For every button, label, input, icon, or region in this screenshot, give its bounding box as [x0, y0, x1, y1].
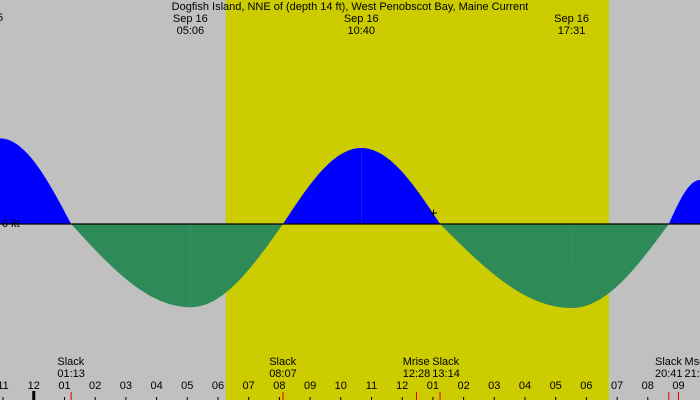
- x-tick-label: 09: [304, 380, 316, 392]
- chart-title: Dogfish Island, NNE of (depth 14 ft), We…: [172, 1, 529, 13]
- x-tick-label: 02: [89, 380, 101, 392]
- event-name: Slack: [655, 356, 682, 368]
- event-time: 20:41: [655, 368, 683, 380]
- x-tick-label: 10: [335, 380, 347, 392]
- event-name: Slack: [57, 356, 84, 368]
- max-time: 05:06: [177, 25, 205, 37]
- event-name: Slack: [269, 356, 296, 368]
- event-time: 12:28: [403, 368, 431, 380]
- x-tick-label: 09: [672, 380, 684, 392]
- x-tick-label: 11: [366, 380, 377, 392]
- x-tick-label: 08: [273, 380, 285, 392]
- x-tick-label: 03: [488, 380, 500, 392]
- x-tick-label: 03: [120, 380, 132, 392]
- x-tick-label: 05: [550, 380, 562, 392]
- x-tick-label: 06: [580, 380, 592, 392]
- x-tick-label: 02: [457, 380, 469, 392]
- marker: [430, 209, 437, 217]
- current-area: [440, 224, 572, 308]
- max-date: Sep 16: [554, 13, 589, 25]
- x-tick-label: 05: [181, 380, 193, 392]
- event-time: 08:07: [269, 368, 297, 380]
- x-tick-label: 01: [58, 380, 70, 392]
- current-area: [282, 148, 362, 224]
- x-tick-label: 07: [243, 380, 255, 392]
- x-tick-label: 04: [519, 380, 531, 392]
- current-area: [571, 224, 669, 308]
- current-area: [71, 224, 191, 308]
- x-tick-label: 12: [396, 380, 408, 392]
- event-name: Mse: [685, 356, 700, 368]
- x-tick-label: 07: [611, 380, 623, 392]
- x-tick-label: 12: [28, 380, 40, 392]
- x-tick-label: 08: [642, 380, 654, 392]
- y-tick-label: 0 kt: [2, 218, 20, 230]
- current-area: [668, 180, 700, 224]
- event-time: 13:14: [432, 368, 460, 380]
- x-tick-label: 11: [0, 380, 9, 392]
- event-name: Slack: [432, 356, 459, 368]
- x-tick-label: 04: [150, 380, 162, 392]
- current-area: [190, 224, 283, 308]
- x-tick-label: 01: [427, 380, 439, 392]
- x-tick-label: 06: [212, 380, 224, 392]
- current-area: [361, 148, 441, 224]
- max-date: Sep 16: [173, 13, 208, 25]
- label-fragment: 5: [0, 12, 3, 24]
- max-time: 17:31: [558, 25, 586, 37]
- max-time: 10:40: [347, 25, 375, 37]
- event-time: 21:0: [685, 368, 700, 380]
- event-name: Mrise: [403, 356, 430, 368]
- max-date: Sep 16: [344, 13, 379, 25]
- event-time: 01:13: [57, 368, 85, 380]
- current-area: [0, 138, 72, 224]
